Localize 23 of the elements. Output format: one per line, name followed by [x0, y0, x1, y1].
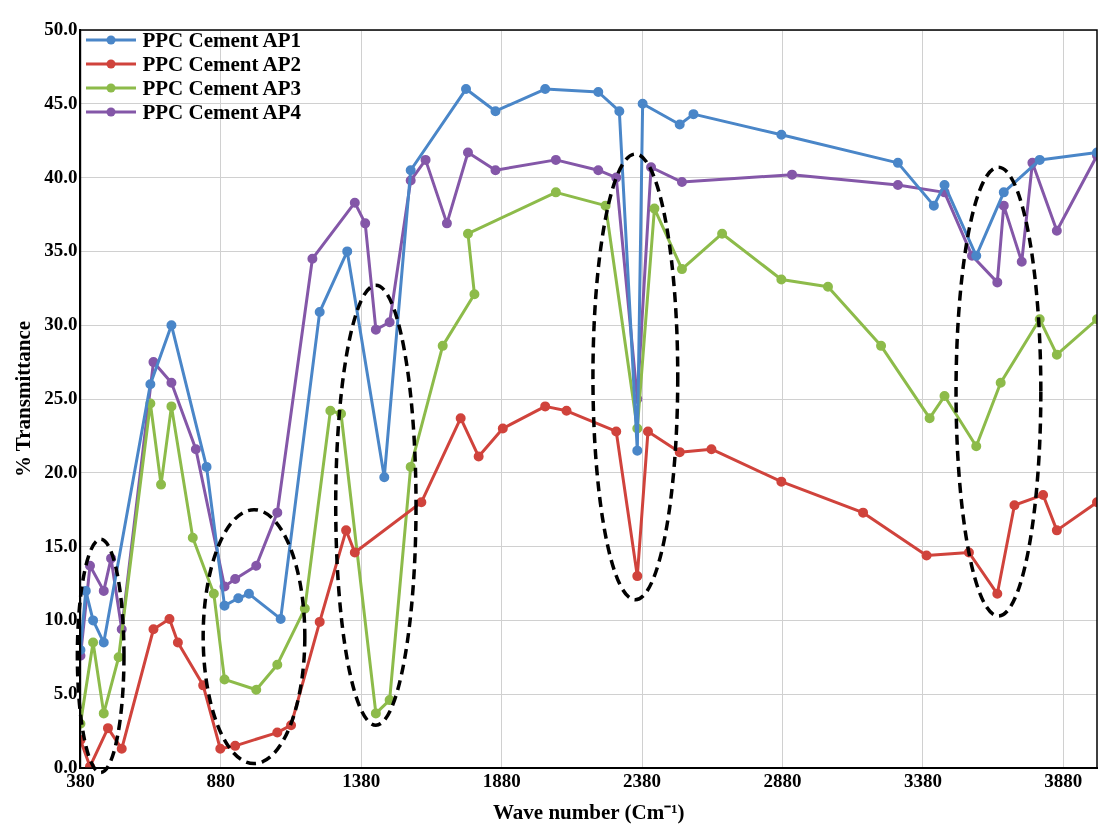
y-tick-label: 25.0 [44, 386, 78, 408]
y-tick-label: 50.0 [44, 17, 78, 39]
x-tick-label: 2880 [763, 770, 802, 792]
legend-label: PPC Cement AP1 [142, 28, 302, 52]
y-tick-label: 35.0 [44, 239, 78, 261]
y-tick-label: 15.0 [44, 534, 78, 556]
x-tick-label: 1880 [482, 770, 521, 792]
legend-label: PPC Cement AP2 [142, 52, 302, 76]
legend-label: PPC Cement AP4 [142, 100, 302, 124]
y-tick-label: 30.0 [44, 313, 78, 335]
x-tick-label: 2380 [623, 770, 662, 792]
y-axis-title: % Transmittance [11, 320, 36, 478]
y-tick-label: 20.0 [44, 460, 78, 482]
y-tick-label: 40.0 [44, 165, 78, 187]
x-axis-title: Wave number (Cm⁻¹) [493, 799, 685, 824]
x-tick-label: 3880 [1044, 770, 1083, 792]
x-tick-label: 3380 [903, 770, 942, 792]
x-tick-label: 1380 [342, 770, 381, 792]
y-tick-label: 5.0 [53, 682, 78, 704]
y-tick-label: 10.0 [44, 608, 78, 630]
legend-label: PPC Cement AP3 [142, 76, 302, 100]
x-tick-label: 880 [206, 770, 236, 792]
y-tick-label: 45.0 [44, 91, 78, 113]
